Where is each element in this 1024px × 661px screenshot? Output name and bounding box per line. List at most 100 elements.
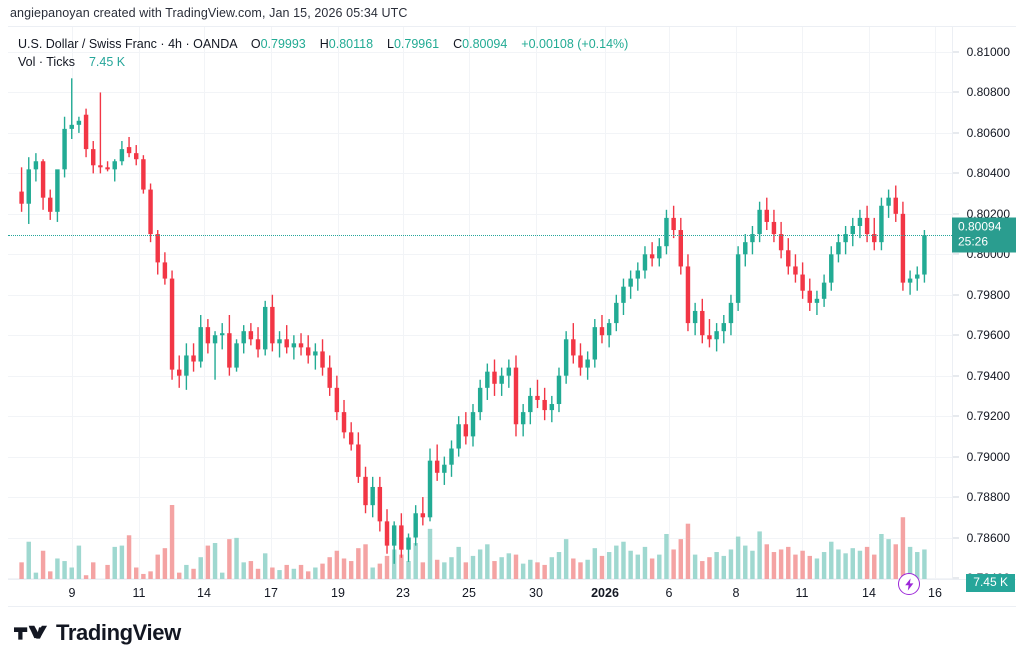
- volume-bar: [55, 558, 60, 579]
- gridline-vertical: [736, 27, 737, 579]
- candle-body: [728, 302, 734, 324]
- candle-body: [707, 335, 712, 340]
- gridline-vertical: [802, 27, 803, 579]
- candle-body: [126, 147, 132, 154]
- gridline-vertical: [669, 27, 670, 579]
- time-axis-label: 16: [928, 586, 942, 600]
- candle-body: [528, 395, 533, 413]
- volume-bar: [313, 567, 318, 579]
- volume-bar: [764, 544, 769, 579]
- price-axis-label: 0.78800: [966, 490, 1010, 505]
- price-axis-tick: [953, 253, 959, 255]
- gridline-vertical: [469, 27, 470, 579]
- volume-bar: [836, 549, 841, 579]
- candle-body: [735, 254, 741, 303]
- candle-body: [427, 460, 433, 518]
- volume-bar: [499, 557, 504, 579]
- candle-body: [520, 412, 526, 425]
- candle-body: [262, 306, 268, 350]
- candle-body: [757, 209, 762, 235]
- lightning-bolt-icon[interactable]: [898, 573, 920, 595]
- time-scale[interactable]: 9 11 14 17 19 23 25 30 2026 6 8 11 14 16: [8, 581, 1016, 607]
- lightning-bolt-glyph: [904, 577, 913, 591]
- plot-area[interactable]: [8, 27, 952, 579]
- price-axis-label: 0.81000: [966, 45, 1010, 59]
- volume-bar: [298, 564, 304, 579]
- time-axis-label: 8: [732, 586, 740, 600]
- gridline-vertical: [139, 27, 140, 579]
- candle-body: [513, 367, 519, 425]
- volume-bar: [571, 558, 576, 579]
- candle-body: [334, 387, 340, 413]
- candle-body: [700, 310, 705, 336]
- candle-body: [55, 169, 60, 212]
- candle-body: [685, 266, 691, 324]
- bar-countdown: 25:26: [958, 234, 989, 249]
- candle-body: [227, 333, 232, 368]
- volume-bar: [477, 549, 483, 579]
- volume-bar: [83, 575, 89, 579]
- candle-body: [872, 234, 877, 243]
- volume-bar: [635, 554, 641, 579]
- volume-bar: [449, 557, 454, 579]
- candle-body: [348, 432, 354, 445]
- candle-body: [270, 306, 275, 344]
- candle-body: [814, 298, 820, 303]
- candle-body: [148, 189, 153, 235]
- candle-body: [764, 209, 769, 222]
- candle-body: [843, 234, 848, 243]
- candle-body: [621, 286, 626, 303]
- volume-bar: [169, 505, 175, 579]
- volume-bar: [821, 552, 827, 579]
- candle-body: [184, 355, 189, 376]
- candle-body: [155, 234, 160, 263]
- volume-bar: [162, 548, 168, 579]
- candle-body: [277, 339, 282, 344]
- candle-body: [857, 217, 863, 226]
- volume-histogram: [19, 505, 927, 579]
- price-axis-label: 0.79800: [966, 287, 1010, 302]
- candle-body: [657, 246, 662, 259]
- price-scale[interactable]: 0.80094 25:26 7.45 K 0.81000 0.80800 0.806…: [952, 27, 1016, 592]
- volume-bar: [771, 552, 777, 579]
- volume-bar: [800, 550, 805, 579]
- candle-body: [721, 323, 727, 332]
- candle-body: [592, 327, 598, 360]
- volume-bar: [893, 544, 898, 579]
- gridline-vertical: [271, 27, 272, 579]
- volume-bar: [155, 554, 160, 579]
- price-axis-label: 0.79400: [966, 368, 1010, 383]
- price-axis-tick: [953, 172, 959, 174]
- volume-bar: [850, 548, 855, 579]
- volume-bar: [628, 550, 633, 579]
- volume-bar: [492, 561, 497, 579]
- time-axis-label: 14: [862, 586, 876, 600]
- tradingview-footer-logo: TradingView: [14, 620, 181, 646]
- candle-body: [363, 476, 368, 506]
- price-axis-tick: [953, 496, 959, 498]
- gridline-horizontal: [8, 537, 952, 539]
- volume-bar: [678, 539, 684, 579]
- price-axis-label: 0.79200: [966, 409, 1010, 424]
- volume-bar: [119, 545, 125, 579]
- gridline-vertical: [403, 27, 404, 579]
- price-axis-tick: [953, 91, 959, 93]
- candle-body: [76, 120, 82, 125]
- gridline-horizontal: [8, 254, 952, 256]
- volume-bar: [843, 553, 848, 579]
- volume-bar: [413, 543, 418, 579]
- volume-bar: [556, 552, 562, 579]
- volume-bar: [184, 564, 189, 579]
- candle-body: [649, 254, 655, 259]
- candle-body: [356, 444, 361, 477]
- candle-body: [635, 270, 641, 279]
- volume-bar: [513, 554, 519, 579]
- time-axis-label: 9: [68, 586, 76, 600]
- candle-body: [456, 424, 461, 449]
- volume-bar: [685, 523, 691, 579]
- candle-body: [535, 395, 540, 400]
- candle-body: [585, 359, 590, 368]
- volume-bar: [391, 549, 397, 579]
- candle-body: [829, 254, 834, 283]
- volume-bar: [277, 570, 282, 579]
